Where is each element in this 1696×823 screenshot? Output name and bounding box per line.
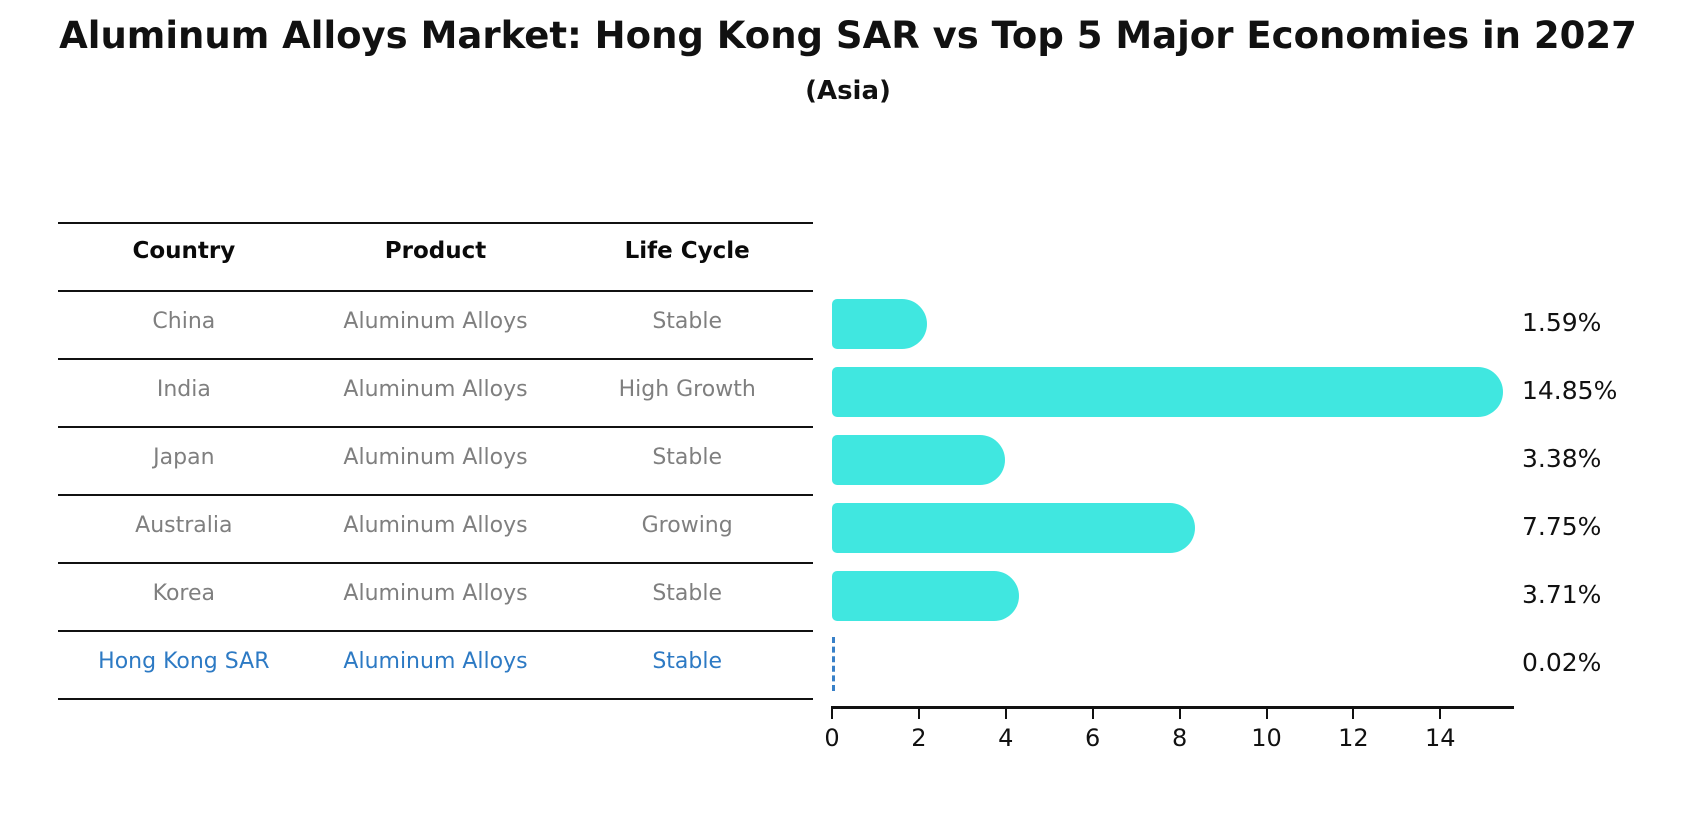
x-axis-tick-label: 4 (998, 724, 1014, 752)
table-cell-country: India (156, 377, 211, 402)
table-divider-line (58, 698, 813, 700)
x-axis-tick-mark (1091, 706, 1094, 719)
table-cell-product: Aluminum Alloys (343, 513, 528, 538)
table-cell-life-cycle: Stable (652, 581, 723, 606)
value-label: 0.02% (1522, 648, 1602, 677)
value-label: 1.59% (1522, 308, 1602, 337)
table-row: Australia Aluminum Alloys Growing (58, 513, 813, 538)
bar-india (832, 367, 1504, 417)
x-axis-tick-label: 12 (1338, 724, 1369, 752)
table-cell-product: Aluminum Alloys (343, 309, 528, 334)
chart-subtitle: (Asia) (805, 76, 891, 106)
x-axis-tick-mark (1004, 706, 1007, 719)
table-cell-life-cycle: Growing (641, 513, 733, 538)
x-axis-tick-mark (917, 706, 920, 719)
x-axis-line (832, 706, 1514, 709)
table-row: India Aluminum Alloys High Growth (58, 377, 813, 402)
table-cell-product: Aluminum Alloys (343, 445, 528, 470)
table-header-row: Country Product Life Cycle (58, 238, 813, 264)
table-divider-line (58, 630, 813, 632)
x-axis-tick-label: 0 (824, 724, 840, 752)
table-divider-line (58, 358, 813, 360)
table-cell-product: Aluminum Alloys (343, 377, 528, 402)
col-header-product: Product (384, 238, 487, 264)
table-cell-country: Hong Kong SAR (98, 649, 270, 674)
table-cell-country: Australia (135, 513, 233, 538)
x-axis-tick-mark (1352, 706, 1355, 719)
col-header-life-cycle: Life Cycle (624, 238, 750, 264)
table-cell-country: Korea (152, 581, 216, 606)
table-divider-line (58, 222, 813, 224)
table-divider-line (58, 290, 813, 292)
table-cell-life-cycle: High Growth (618, 377, 756, 402)
value-label: 14.85% (1522, 376, 1618, 405)
bar-japan (832, 435, 1005, 485)
table-divider-line (58, 426, 813, 428)
value-label: 3.38% (1522, 444, 1602, 473)
x-axis-tick-label: 2 (911, 724, 927, 752)
table-cell-product: Aluminum Alloys (343, 581, 528, 606)
table-row: Hong Kong SAR Aluminum Alloys Stable (58, 649, 813, 674)
x-axis-tick-label: 6 (1085, 724, 1101, 752)
table-row: China Aluminum Alloys Stable (58, 309, 813, 334)
table-cell-life-cycle: Stable (652, 649, 723, 674)
x-axis-tick-label: 14 (1425, 724, 1456, 752)
table-cell-country: China (152, 309, 216, 334)
col-header-country: Country (132, 238, 236, 264)
x-axis-tick-label: 10 (1251, 724, 1282, 752)
x-axis-tick-mark (1439, 706, 1442, 719)
table-cell-life-cycle: Stable (652, 445, 723, 470)
bar-hong-kong-sar-dashed (831, 637, 835, 691)
bar-australia (832, 503, 1195, 553)
bar-korea (832, 571, 1020, 621)
x-axis-tick-mark (831, 706, 833, 719)
table-row: Japan Aluminum Alloys Stable (58, 445, 813, 470)
value-label: 3.71% (1522, 580, 1602, 609)
x-axis-tick-mark (1178, 706, 1181, 719)
x-axis-tick-mark (1265, 706, 1268, 719)
x-axis-tick-label: 8 (1171, 724, 1188, 752)
table-cell-life-cycle: Stable (652, 309, 723, 334)
value-label: 7.75% (1522, 512, 1602, 541)
table-divider-line (58, 562, 813, 564)
bar-china (832, 299, 928, 349)
table-cell-country: Japan (153, 445, 215, 470)
table-cell-product: Aluminum Alloys (343, 649, 528, 674)
table-divider-line (58, 494, 813, 496)
table-row: Korea Aluminum Alloys Stable (58, 581, 813, 606)
chart-title: Aluminum Alloys Market: Hong Kong SAR vs… (59, 14, 1637, 57)
